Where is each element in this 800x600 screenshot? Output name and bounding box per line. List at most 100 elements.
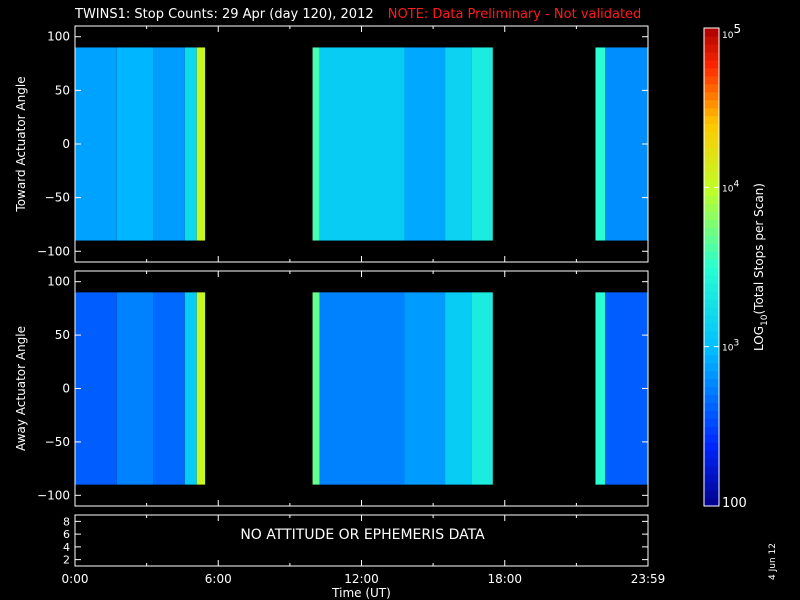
colorbar-band-39 bbox=[704, 187, 719, 196]
colorbar-band-33 bbox=[704, 235, 719, 244]
top-heatmap-cell-0 bbox=[75, 47, 117, 241]
colorbar-band-12 bbox=[704, 402, 719, 411]
middle-heatmap-cell-5 bbox=[312, 292, 320, 485]
colorbar-band-29 bbox=[704, 267, 719, 276]
colorbar-band-15 bbox=[704, 378, 719, 388]
xtick-label-2: 12:00 bbox=[344, 572, 379, 586]
middle-heatmap-cell-8 bbox=[445, 292, 472, 485]
middle-ylabel: Away Actuator Angle bbox=[14, 326, 28, 451]
top-ytick-label-3: 50 bbox=[55, 83, 70, 97]
colorbar-band-16 bbox=[704, 370, 719, 380]
colorbar-band-8 bbox=[704, 434, 719, 443]
colorbar-band-47 bbox=[704, 123, 719, 133]
colorbar-band-21 bbox=[704, 330, 719, 340]
middle-heatmap-cell-9 bbox=[471, 292, 493, 485]
colorbar-band-32 bbox=[704, 243, 719, 252]
top-heatmap-cell-4 bbox=[196, 47, 206, 241]
colorbar-label: LOG10(Total Stops per Scan) bbox=[752, 183, 770, 351]
colorbar-band-50 bbox=[704, 99, 719, 109]
colorbar-band-10 bbox=[704, 418, 719, 427]
colorbar-band-55 bbox=[704, 59, 719, 69]
colorbar-band-53 bbox=[704, 75, 719, 85]
top-heatmap-cell-5 bbox=[312, 47, 320, 241]
colorbar-band-9 bbox=[704, 426, 719, 435]
top-heatmap-cell-2 bbox=[153, 47, 185, 241]
colorbar-band-22 bbox=[704, 322, 719, 332]
xtick-label-3: 18:00 bbox=[487, 572, 522, 586]
preliminary-warning: NOTE: Data Preliminary - Not validated bbox=[387, 7, 642, 22]
colorbar-band-40 bbox=[704, 179, 719, 188]
colorbar-band-1 bbox=[704, 490, 719, 499]
date-stamp: 4 Jun 12 bbox=[768, 543, 778, 580]
top-heatmap-cell-3 bbox=[184, 47, 197, 241]
xtick-label-1: 6:00 bbox=[205, 572, 232, 586]
bottom-ytick-label-3: 8 bbox=[63, 515, 70, 528]
colorbar-band-5 bbox=[704, 458, 719, 467]
colorbar-tick-exponent-2: 4 bbox=[733, 179, 739, 189]
middle-heatmap-cell-7 bbox=[404, 292, 446, 485]
colorbar-band-14 bbox=[704, 386, 719, 396]
colorbar-tick-label-3: 105 bbox=[722, 22, 741, 41]
colorbar-band-58 bbox=[704, 35, 719, 45]
colorbar-band-37 bbox=[704, 203, 719, 212]
middle-heatmap-cell-3 bbox=[184, 292, 197, 485]
top-ytick-label-1: −50 bbox=[45, 191, 70, 205]
chart-title: TWINS1: Stop Counts: 29 Apr (day 120), 2… bbox=[75, 7, 641, 22]
top-ytick-label-2: 0 bbox=[62, 137, 70, 151]
colorbar-band-7 bbox=[704, 442, 719, 451]
middle-ytick-label-4: 100 bbox=[47, 275, 70, 289]
xtick-label-4: 23:59 bbox=[631, 572, 666, 586]
top-ylabel: Toward Actuator Angle bbox=[14, 76, 28, 212]
colorbar-band-35 bbox=[704, 219, 719, 228]
colorbar-band-36 bbox=[704, 211, 719, 220]
colorbar-tick-exponent-1: 3 bbox=[733, 339, 739, 349]
colorbar-band-0 bbox=[704, 498, 719, 507]
colorbar-band-4 bbox=[704, 466, 719, 475]
colorbar-band-2 bbox=[704, 482, 719, 491]
bottom-ytick-label-2: 6 bbox=[63, 528, 70, 541]
top-heatmap-cell-7 bbox=[404, 47, 446, 241]
colorbar-tick-label-0: 100 bbox=[722, 496, 747, 511]
colorbar-band-13 bbox=[704, 394, 719, 404]
colorbar-band-26 bbox=[704, 290, 719, 300]
colorbar-band-42 bbox=[704, 163, 719, 172]
middle-ytick-label-0: −100 bbox=[37, 488, 70, 502]
colorbar-band-38 bbox=[704, 195, 719, 204]
colorbar-band-34 bbox=[704, 227, 719, 236]
middle-heatmap-cell-0 bbox=[75, 292, 117, 485]
colorbar-band-46 bbox=[704, 131, 719, 141]
colorbar-band-19 bbox=[704, 346, 719, 356]
bottom-ytick-label-0: 2 bbox=[63, 554, 70, 567]
colorbar-band-17 bbox=[704, 362, 719, 372]
colorbar-band-54 bbox=[704, 67, 719, 77]
colorbar-frame bbox=[703, 27, 720, 507]
colorbar-band-27 bbox=[704, 282, 719, 292]
no-data-message: NO ATTITUDE OR EPHEMERIS DATA bbox=[240, 527, 485, 543]
colorbar-band-31 bbox=[704, 251, 719, 260]
middle-heatmap-cell-10 bbox=[595, 292, 606, 485]
colorbar-band-51 bbox=[704, 91, 719, 101]
middle-ytick-label-1: −50 bbox=[45, 435, 70, 449]
colorbar-band-24 bbox=[704, 306, 719, 316]
bottom-ytick-label-1: 4 bbox=[63, 541, 70, 554]
colorbar-band-28 bbox=[704, 274, 719, 284]
colorbar-tick-exponent-3: 5 bbox=[733, 22, 741, 36]
middle-heatmap-cell-11 bbox=[605, 292, 648, 485]
colorbar-band-56 bbox=[704, 51, 719, 61]
colorbar-band-11 bbox=[704, 410, 719, 419]
colorbar-band-3 bbox=[704, 474, 719, 483]
colorbar-band-18 bbox=[704, 354, 719, 364]
middle-ytick-label-2: 0 bbox=[62, 382, 70, 396]
middle-heatmap-cell-2 bbox=[153, 292, 185, 485]
colorbar-band-52 bbox=[704, 83, 719, 93]
top-heatmap-cell-6 bbox=[319, 47, 405, 241]
colorbar-band-59 bbox=[704, 28, 719, 37]
middle-heatmap-cell-4 bbox=[196, 292, 206, 485]
top-heatmap-cell-8 bbox=[445, 47, 472, 241]
top-ytick-label-4: 100 bbox=[47, 30, 70, 44]
top-heatmap-cell-9 bbox=[471, 47, 493, 241]
colorbar-band-43 bbox=[704, 155, 719, 165]
colorbar-band-30 bbox=[704, 259, 719, 268]
colorbar-band-45 bbox=[704, 139, 719, 149]
